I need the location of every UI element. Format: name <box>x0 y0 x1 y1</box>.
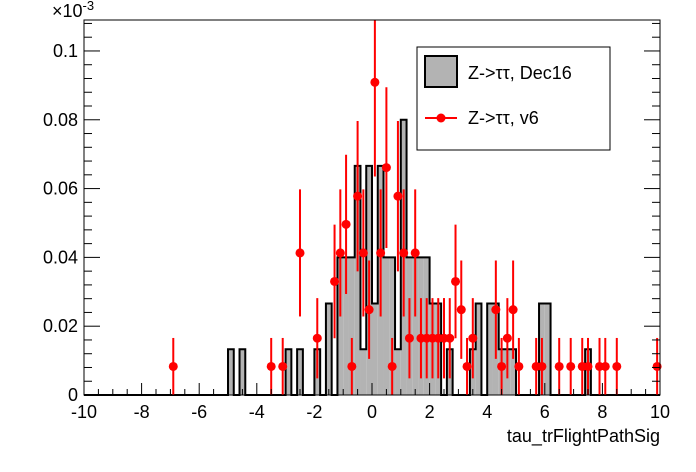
histogram-bar <box>487 303 493 395</box>
y-tick-label: 0.02 <box>43 316 78 336</box>
histogram-bar <box>239 349 246 395</box>
data-point <box>502 333 512 343</box>
x-tick-label: -2 <box>306 402 322 422</box>
legend-swatch-dec16 <box>424 55 458 88</box>
legend-label-dec16: Z->ττ, Dec16 <box>468 63 572 83</box>
data-point <box>393 191 403 201</box>
x-tick-label: -8 <box>134 402 150 422</box>
legend-marker-v6 <box>436 113 446 123</box>
y-axis: 0 0.02 0.04 0.06 0.08 0.1 <box>43 22 660 405</box>
legend: Z->ττ, Dec16 Z->ττ, v6 <box>416 46 611 151</box>
x-tick-label: 0 <box>367 402 377 422</box>
x-tick-label: 10 <box>650 402 670 422</box>
histogram-bar <box>475 303 482 395</box>
data-point <box>508 305 518 315</box>
histogram-bar <box>360 349 367 395</box>
data-point <box>341 219 351 229</box>
data-point <box>376 248 386 258</box>
y-tick-label: 0 <box>68 385 78 405</box>
x-tick-label: 4 <box>482 402 492 422</box>
data-point <box>497 361 507 371</box>
data-point <box>468 333 478 343</box>
histogram-bar <box>389 257 396 395</box>
histogram-bar <box>383 257 390 395</box>
histogram-bar <box>412 257 419 395</box>
histogram-dec16 <box>84 118 660 396</box>
histogram-bar <box>354 165 361 395</box>
data-point <box>168 361 178 371</box>
data-point <box>445 333 455 343</box>
data-point <box>312 333 322 343</box>
data-point <box>456 305 466 315</box>
data-point <box>491 305 501 315</box>
data-point <box>381 163 391 173</box>
histogram-bar <box>325 303 332 395</box>
histogram-bar <box>544 303 551 395</box>
data-point <box>583 361 593 371</box>
x-tick-label: 8 <box>597 402 607 422</box>
histogram-bar <box>228 349 234 395</box>
data-point <box>335 248 345 258</box>
histogram-bar <box>343 257 349 395</box>
x-tick-label: -10 <box>71 402 97 422</box>
histogram-bar <box>372 303 378 395</box>
y-tick-label: 0.08 <box>43 110 78 130</box>
y-tick-label: 0.1 <box>53 41 78 61</box>
data-point <box>370 77 380 87</box>
data-point <box>514 361 524 371</box>
data-point <box>404 333 414 343</box>
x-axis-label: tau_trFlightPathSig <box>507 426 660 447</box>
data-point <box>566 361 576 371</box>
y-tick-label: 0.06 <box>43 179 78 199</box>
y-tick-label: 0.04 <box>43 247 78 267</box>
data-point <box>278 361 288 371</box>
data-point <box>399 248 409 258</box>
y-multiplier-label: ×10-3 <box>52 0 94 21</box>
data-point <box>410 248 420 258</box>
data-point <box>347 361 357 371</box>
x-tick-label: 2 <box>425 402 435 422</box>
x-axis: -10 -8 -6 -4 -2 0 2 4 6 8 10 <box>71 383 670 422</box>
data-point <box>358 248 368 258</box>
points-v6 <box>168 20 662 395</box>
data-point <box>537 361 547 371</box>
data-point <box>266 361 276 371</box>
data-point <box>462 361 472 371</box>
data-point <box>652 361 662 371</box>
data-point <box>554 361 564 371</box>
histogram-bar <box>285 349 292 395</box>
data-point <box>295 248 305 258</box>
x-tick-label: -6 <box>191 402 207 422</box>
data-point <box>330 276 340 286</box>
histogram-bar <box>510 349 516 395</box>
data-point <box>600 361 610 371</box>
x-tick-label: -4 <box>249 402 265 422</box>
data-point <box>364 305 374 315</box>
x-tick-label: 6 <box>540 402 550 422</box>
histogram-bar <box>297 349 303 395</box>
histogram-bar <box>395 349 401 395</box>
data-point <box>353 191 363 201</box>
histogram-bar <box>348 257 355 395</box>
legend-label-v6: Z->ττ, v6 <box>468 108 539 128</box>
data-point <box>387 361 397 371</box>
data-point <box>451 276 461 286</box>
histogram-bar <box>337 257 344 395</box>
data-point <box>612 361 622 371</box>
